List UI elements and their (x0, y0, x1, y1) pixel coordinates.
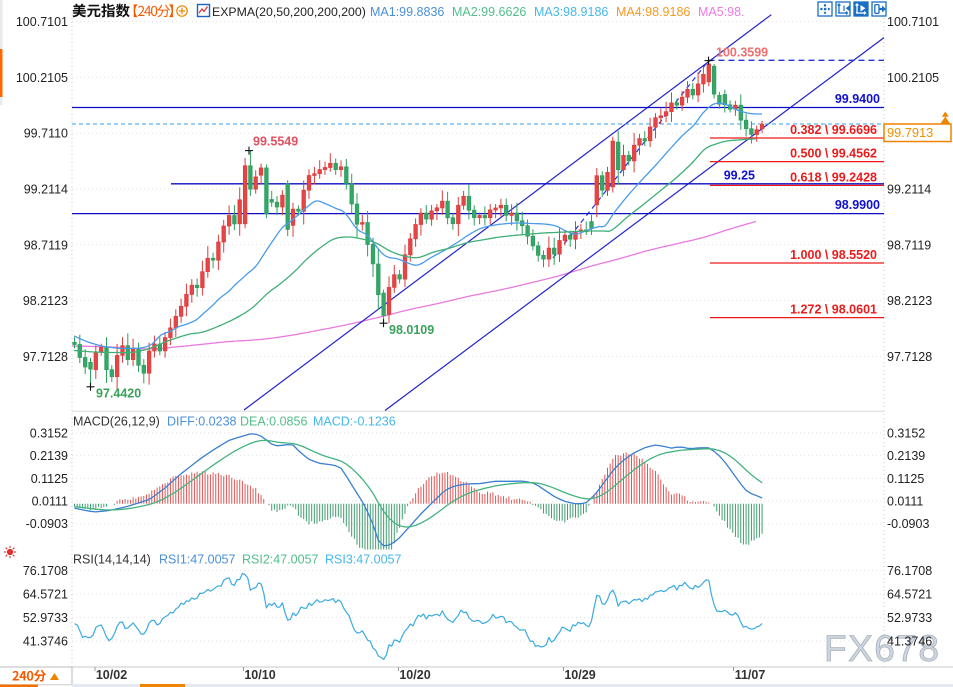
svg-text:-0.0903: -0.0903 (26, 517, 68, 531)
svg-text:52.9733: 52.9733 (887, 611, 932, 625)
svg-text:0.3152: 0.3152 (30, 426, 68, 440)
svg-text:98.2123: 98.2123 (23, 294, 68, 308)
svg-text:0.2139: 0.2139 (30, 449, 68, 463)
svg-text:MA4:98.9186: MA4:98.9186 (616, 5, 690, 19)
svg-text:98.2123: 98.2123 (887, 294, 932, 308)
svg-text:0.0111: 0.0111 (887, 495, 923, 509)
svg-text:RSI1:47.0057: RSI1:47.0057 (159, 553, 235, 567)
svg-text:100.2105: 100.2105 (887, 71, 939, 85)
svg-text:99.2114: 99.2114 (24, 183, 68, 197)
svg-text:MA3:98.9186: MA3:98.9186 (534, 5, 608, 19)
svg-text:MACD(26,12,9): MACD(26,12,9) (73, 415, 160, 429)
svg-text:99.2114: 99.2114 (887, 183, 931, 197)
svg-text:100.2105: 100.2105 (16, 71, 68, 85)
svg-text:41.3746: 41.3746 (887, 635, 932, 649)
svg-text:99.25: 99.25 (724, 169, 755, 183)
svg-text:97.4420: 97.4420 (96, 387, 141, 401)
svg-text:10/29: 10/29 (564, 668, 595, 682)
svg-text:10/20: 10/20 (399, 668, 430, 682)
svg-text:11/07: 11/07 (735, 668, 766, 682)
svg-text:98.9900: 98.9900 (835, 198, 880, 212)
svg-text:0.618 \ 99.2428: 0.618 \ 99.2428 (790, 170, 877, 184)
svg-text:98.7119: 98.7119 (887, 238, 931, 252)
svg-text:41.3746: 41.3746 (23, 635, 68, 649)
svg-text:0.382 \ 99.6696: 0.382 \ 99.6696 (790, 123, 877, 137)
svg-text:0.1125: 0.1125 (887, 472, 924, 486)
svg-text:64.5721: 64.5721 (23, 588, 68, 602)
svg-text:MA5:98.: MA5:98. (698, 5, 745, 19)
svg-text:0.1125: 0.1125 (31, 472, 68, 486)
svg-text:RSI3:47.0057: RSI3:47.0057 (325, 553, 401, 567)
svg-text:98.7119: 98.7119 (24, 238, 68, 252)
svg-text:100.3599: 100.3599 (716, 46, 768, 60)
svg-text:99.7110: 99.7110 (24, 127, 68, 141)
svg-text:99.7913: 99.7913 (887, 125, 933, 140)
svg-text:10/02: 10/02 (96, 668, 127, 682)
svg-text:EXPMA(20,50,200,200,200): EXPMA(20,50,200,200,200) (212, 5, 366, 19)
svg-text:52.9733: 52.9733 (23, 611, 68, 625)
svg-text:10/10: 10/10 (244, 668, 275, 682)
svg-text:99.9400: 99.9400 (835, 92, 880, 106)
svg-text:98.0109: 98.0109 (389, 323, 434, 337)
svg-text:76.1708: 76.1708 (23, 564, 68, 578)
svg-text:97.7128: 97.7128 (887, 350, 932, 364)
svg-text:1.000 \ 98.5520: 1.000 \ 98.5520 (790, 248, 877, 262)
svg-text:FX678: FX678 (824, 628, 941, 669)
svg-text:-0.0903: -0.0903 (887, 517, 929, 531)
svg-text:0.2139: 0.2139 (887, 449, 925, 463)
svg-text:76.1708: 76.1708 (887, 564, 932, 578)
svg-text:100.7101: 100.7101 (887, 15, 939, 29)
svg-text:0.0111: 0.0111 (32, 495, 68, 509)
svg-text:97.7128: 97.7128 (23, 350, 68, 364)
svg-text:64.5721: 64.5721 (887, 588, 932, 602)
svg-text:1.272 \ 98.0601: 1.272 \ 98.0601 (790, 303, 877, 317)
svg-text:MA2:99.6626: MA2:99.6626 (452, 5, 526, 19)
svg-text:MA1:99.8836: MA1:99.8836 (370, 5, 444, 19)
svg-text:DIFF:0.0238: DIFF:0.0238 (167, 415, 237, 429)
svg-text:DEA:0.0856: DEA:0.0856 (240, 415, 307, 429)
svg-text:MACD:-0.1236: MACD:-0.1236 (313, 415, 396, 429)
svg-text:0.3152: 0.3152 (887, 426, 925, 440)
svg-text:RSI(14,14,14): RSI(14,14,14) (73, 553, 151, 567)
svg-text:RSI2:47.0057: RSI2:47.0057 (242, 553, 318, 567)
svg-text:0.500 \ 99.4562: 0.500 \ 99.4562 (790, 147, 877, 161)
svg-text:100.7101: 100.7101 (16, 15, 68, 29)
svg-text:99.5549: 99.5549 (253, 135, 298, 149)
